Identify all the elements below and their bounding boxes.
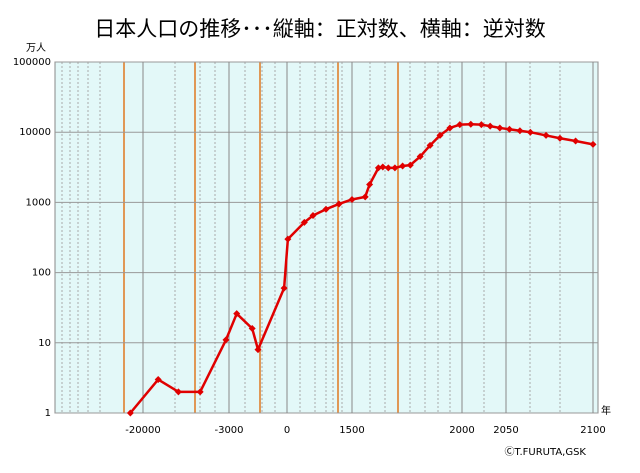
marker bbox=[477, 121, 485, 129]
marker bbox=[467, 120, 475, 128]
marker bbox=[366, 180, 374, 188]
marker bbox=[496, 124, 504, 132]
chart-title: 日本人口の推移･･･縦軸：正対数、横軸：逆対数 bbox=[94, 17, 546, 41]
marker bbox=[416, 153, 424, 161]
y-tick-label: 1000 bbox=[26, 197, 51, 208]
period-lines bbox=[123, 62, 399, 413]
minor-grid bbox=[61, 62, 561, 413]
marker bbox=[335, 200, 343, 208]
marker bbox=[556, 134, 564, 142]
y-tick-label: 10000 bbox=[19, 127, 51, 138]
y-axis-label: 万人 bbox=[26, 42, 46, 54]
x-axis-label: 年 bbox=[601, 404, 611, 417]
marker bbox=[248, 324, 256, 332]
y-tick-label: 10 bbox=[38, 338, 51, 349]
marker bbox=[154, 376, 162, 384]
marker bbox=[406, 161, 414, 169]
marker bbox=[254, 346, 262, 354]
marker bbox=[284, 235, 292, 243]
marker bbox=[516, 127, 524, 135]
x-tick-label: 0 bbox=[284, 425, 290, 436]
marker bbox=[486, 122, 494, 130]
marker bbox=[384, 164, 392, 172]
marker bbox=[126, 409, 134, 417]
marker bbox=[526, 128, 534, 136]
marker bbox=[322, 205, 330, 213]
y-tick-label: 100000 bbox=[13, 57, 51, 68]
marker bbox=[280, 284, 288, 292]
x-tick-label: 2100 bbox=[580, 425, 605, 436]
marker bbox=[436, 131, 444, 139]
y-tick-label: 100 bbox=[32, 268, 51, 279]
marker bbox=[589, 140, 597, 148]
marker bbox=[542, 131, 550, 139]
x-tick-label: -20000 bbox=[125, 425, 160, 436]
marker bbox=[222, 336, 230, 344]
marker bbox=[379, 163, 387, 171]
y-tick-label: 1 bbox=[45, 408, 51, 419]
x-tick-label: 2050 bbox=[493, 425, 518, 436]
marker bbox=[572, 137, 580, 145]
marker bbox=[361, 193, 369, 201]
credit: ⒸT.FURUTA,GSK bbox=[505, 446, 587, 458]
marker bbox=[399, 162, 407, 170]
x-tick-label: 1500 bbox=[339, 425, 364, 436]
marker bbox=[174, 388, 182, 396]
marker bbox=[309, 212, 317, 220]
marker bbox=[300, 218, 308, 226]
marker bbox=[426, 141, 434, 149]
x-tick-label: -3000 bbox=[214, 425, 243, 436]
marker bbox=[505, 125, 513, 133]
marker bbox=[446, 124, 454, 132]
marker bbox=[391, 164, 399, 172]
x-tick-label: 2000 bbox=[449, 425, 474, 436]
marker bbox=[348, 195, 356, 203]
marker bbox=[456, 121, 464, 129]
marker bbox=[196, 388, 204, 396]
marker bbox=[233, 310, 241, 318]
